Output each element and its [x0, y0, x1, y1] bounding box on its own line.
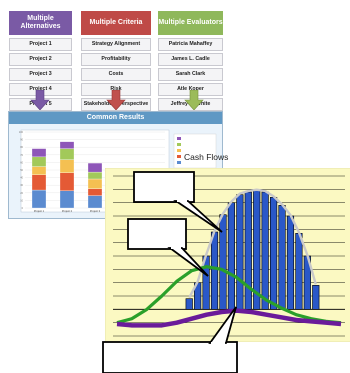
- bar-segment: [87, 195, 103, 209]
- bar-segment: [59, 148, 75, 160]
- legend-swatch: [177, 155, 181, 158]
- bar-segment: [87, 178, 103, 189]
- bar-top-outline: [188, 188, 317, 299]
- cash-flow-bar: [185, 298, 193, 310]
- cf-background: [105, 168, 350, 342]
- cash-flow-bar: [295, 233, 303, 310]
- cash-flow-bar: [219, 214, 227, 310]
- tick-label: 80: [20, 146, 23, 149]
- bar-segment: [59, 159, 75, 173]
- bar-segment: [59, 190, 75, 209]
- tick-label: 70: [20, 154, 23, 157]
- evaluators-title: Multiple Evaluators: [158, 19, 223, 26]
- legend-swatch: [177, 143, 181, 146]
- list-item: Project 1: [9, 38, 72, 51]
- tick-label: 50: [20, 169, 23, 172]
- bar-segment: [87, 171, 103, 180]
- green-curve-series: [116, 265, 342, 325]
- tick-label: 60: [20, 161, 23, 164]
- cash-flow-bar: [261, 191, 269, 310]
- arrow-down-icon: [184, 90, 204, 110]
- tick-label: 0: [22, 207, 24, 210]
- list-item: Project 2: [9, 53, 72, 66]
- category-label: Project 3: [90, 209, 101, 213]
- tick-label: 100: [19, 131, 24, 134]
- evaluators-header: Multiple Evaluators: [158, 11, 223, 35]
- legend-swatch: [177, 161, 181, 164]
- arrow-down-icon: [30, 90, 50, 110]
- cash-flow-bar: [210, 231, 219, 310]
- cash-flows-chart: [105, 168, 350, 342]
- category-label: Project 1: [34, 209, 45, 213]
- cash-flow-bar: [236, 194, 244, 310]
- list-item: Sarah Clark: [158, 68, 223, 81]
- arrow-down-icon: [106, 90, 126, 110]
- list-item: Costs: [81, 68, 151, 81]
- results-title: Common Results: [9, 112, 222, 124]
- cash-flow-bar: [270, 197, 278, 310]
- legend-swatch: [177, 149, 181, 152]
- list-item: Project 3: [9, 68, 72, 81]
- bar-segment: [31, 174, 47, 191]
- tick-label: 90: [20, 139, 23, 142]
- bar-segment: [87, 162, 103, 173]
- list-item: Profitability: [81, 53, 151, 66]
- cash-flow-bar: [312, 285, 320, 310]
- cash-flow-bar: [278, 205, 286, 310]
- list-item: Strategy Alignment: [81, 38, 151, 51]
- bar-segment: [31, 156, 47, 167]
- cash-flow-bar: [286, 215, 295, 310]
- cash-flow-bar: [227, 202, 235, 310]
- criteria-title: Multiple Criteria: [89, 19, 143, 26]
- cash-flow-bar: [244, 191, 252, 310]
- bar-segment: [59, 172, 75, 191]
- category-label: Project 2: [62, 209, 73, 213]
- tick-label: 20: [20, 192, 23, 195]
- bar-segment: [87, 188, 103, 196]
- cash-flows-title: Cash Flows: [184, 152, 229, 162]
- bar-segment: [59, 141, 75, 149]
- tick-label: 10: [20, 199, 23, 202]
- legend-swatch: [177, 137, 181, 140]
- alternatives-header: Multiple Alternatives: [9, 11, 72, 35]
- bar-segment: [31, 148, 47, 158]
- alternatives-title: Multiple Alternatives: [20, 15, 61, 30]
- criteria-header: Multiple Criteria: [81, 11, 151, 35]
- list-item: Patricia Mahaffey: [158, 38, 223, 51]
- list-item: James L. Cadle: [158, 53, 223, 66]
- tick-label: 30: [20, 184, 23, 187]
- bar-segment: [31, 166, 47, 175]
- bar-segment: [31, 189, 47, 209]
- tick-label: 40: [20, 177, 23, 180]
